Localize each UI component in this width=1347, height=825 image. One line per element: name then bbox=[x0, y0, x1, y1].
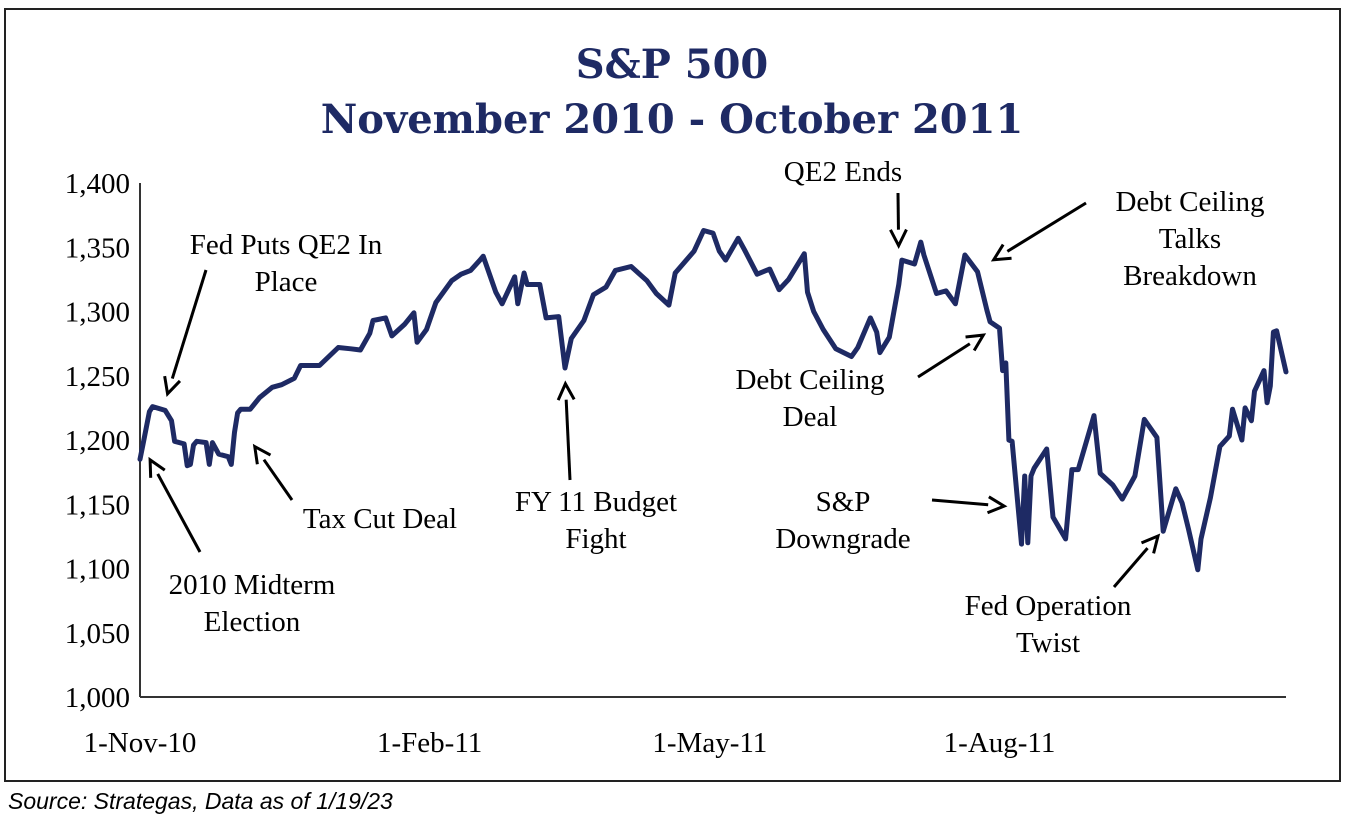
annotation-line: FY 11 Budget bbox=[515, 486, 677, 518]
annotation-line: S&P bbox=[816, 486, 871, 518]
annotation-line: Fed Operation bbox=[965, 590, 1132, 622]
annotation-line: QE2 Ends bbox=[784, 156, 902, 188]
x-tick-label: 1-Aug-11 bbox=[944, 727, 1056, 759]
annotation-arrowhead bbox=[889, 228, 908, 250]
annotation-line: Twist bbox=[1016, 627, 1080, 659]
chart-subtitle: November 2010 - October 2011 bbox=[321, 96, 1024, 143]
annotation-arrowhead bbox=[1140, 533, 1161, 554]
annotation-label: QE2 Ends bbox=[784, 156, 902, 188]
y-tick-label: 1,150 bbox=[65, 489, 130, 521]
annotation-arrow bbox=[917, 342, 971, 379]
annotation-line: Place bbox=[255, 266, 318, 298]
annotation-label: FY 11 Budget Fight bbox=[515, 486, 677, 555]
annotation-label: Fed Operation Twist bbox=[965, 590, 1132, 659]
annotation-label: Debt Ceiling Deal bbox=[735, 364, 884, 433]
annotation-label: Tax Cut Deal bbox=[303, 503, 457, 535]
annotation-arrow bbox=[170, 269, 208, 379]
y-tick-label: 1,400 bbox=[65, 168, 130, 200]
annotation-arrow bbox=[564, 399, 572, 481]
y-tick-label: 1,050 bbox=[65, 618, 130, 650]
chart-frame bbox=[4, 8, 1341, 782]
y-tick-label: 1,300 bbox=[65, 297, 130, 329]
annotation-line: Fed Puts QE2 In bbox=[190, 229, 383, 261]
x-tick-label: 1-Nov-10 bbox=[84, 727, 197, 759]
annotation-arrowhead bbox=[965, 333, 987, 352]
x-tick-labels: 1-Nov-10 1-Feb-11 1-May-11 1-Aug-11 bbox=[84, 727, 1056, 759]
annotation-arrow bbox=[1112, 547, 1149, 588]
y-tick-label: 1,100 bbox=[65, 554, 130, 586]
annotation-line: Breakdown bbox=[1123, 260, 1257, 292]
annotation-arrowhead bbox=[986, 495, 1008, 515]
annotation-arrow bbox=[156, 473, 202, 553]
annotation-label: Fed Puts QE2 In Place bbox=[190, 229, 383, 298]
annotation-arrows bbox=[148, 192, 1161, 588]
annotation-label: 2010 Midterm Election bbox=[169, 569, 336, 638]
annotation-arrowhead bbox=[148, 456, 166, 478]
annotation-arrow bbox=[1006, 201, 1087, 253]
annotation-line: Election bbox=[204, 606, 301, 638]
annotation-label: S&P Downgrade bbox=[775, 486, 910, 555]
annotation-arrowhead bbox=[252, 443, 272, 465]
annotation-line: Deal bbox=[783, 401, 838, 433]
annotation-line: Fight bbox=[565, 523, 626, 555]
x-tick-label: 1-May-11 bbox=[652, 727, 767, 759]
x-tick-label: 1-Feb-11 bbox=[377, 727, 482, 759]
axes bbox=[139, 183, 1286, 698]
y-tick-label: 1,200 bbox=[65, 425, 130, 457]
annotation-arrow bbox=[931, 498, 989, 507]
annotation-arrowhead bbox=[990, 243, 1012, 262]
chart-title: S&P 500 bbox=[576, 41, 769, 88]
annotation-line: Tax Cut Deal bbox=[303, 503, 457, 535]
sp500-series-line bbox=[137, 228, 1289, 573]
source-note: Source: Strategas, Data as of 1/19/23 bbox=[8, 788, 393, 814]
y-tick-labels: 1,000 1,050 1,100 1,150 1,200 1,250 1,300 1,350… bbox=[65, 168, 130, 714]
y-tick-label: 1,350 bbox=[65, 232, 130, 264]
y-tick-label: 1,000 bbox=[65, 682, 130, 714]
annotation-arrowhead bbox=[556, 380, 576, 401]
annotation-label: Debt Ceiling Talks Breakdown bbox=[1115, 186, 1264, 292]
annotation-line: Downgrade bbox=[775, 523, 910, 555]
annotation-line: 2010 Midterm bbox=[169, 569, 336, 601]
annotation-line: Debt Ceiling bbox=[735, 364, 884, 396]
y-tick-label: 1,250 bbox=[65, 361, 130, 393]
annotation-arrowhead bbox=[163, 375, 182, 398]
annotation-line: Talks bbox=[1159, 223, 1221, 255]
annotation-arrow bbox=[262, 458, 294, 501]
annotation-labels: Fed Puts QE2 In Place 2010 Midterm Election… bbox=[169, 156, 1265, 659]
annotation-line: Debt Ceiling bbox=[1115, 186, 1264, 218]
